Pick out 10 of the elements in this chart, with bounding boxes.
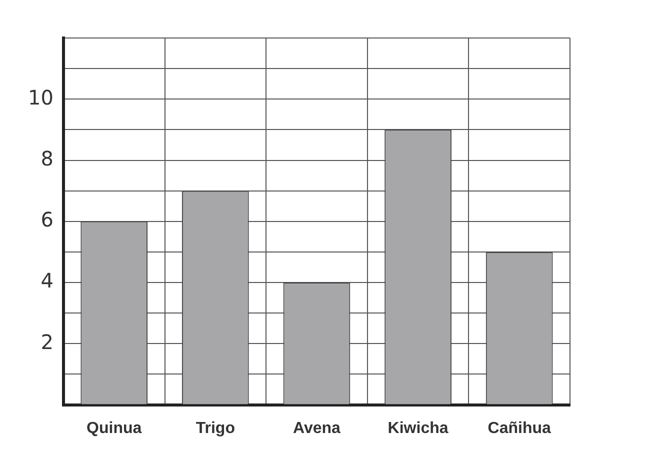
y-tick-label: 8	[40, 146, 54, 170]
x-tick-label: Avena	[293, 420, 341, 437]
y-tick-label: 10	[28, 85, 54, 110]
y-tick-label: 2	[40, 330, 54, 354]
x-tick-label: Trigo	[196, 420, 236, 437]
x-tick-label: Kiwicha	[388, 420, 448, 437]
x-tick-label: Quinua	[86, 420, 142, 437]
y-tick-label: 6	[40, 208, 54, 232]
y-tick-label: 4	[40, 268, 54, 293]
x-tick-label: Cañihua	[488, 420, 551, 437]
